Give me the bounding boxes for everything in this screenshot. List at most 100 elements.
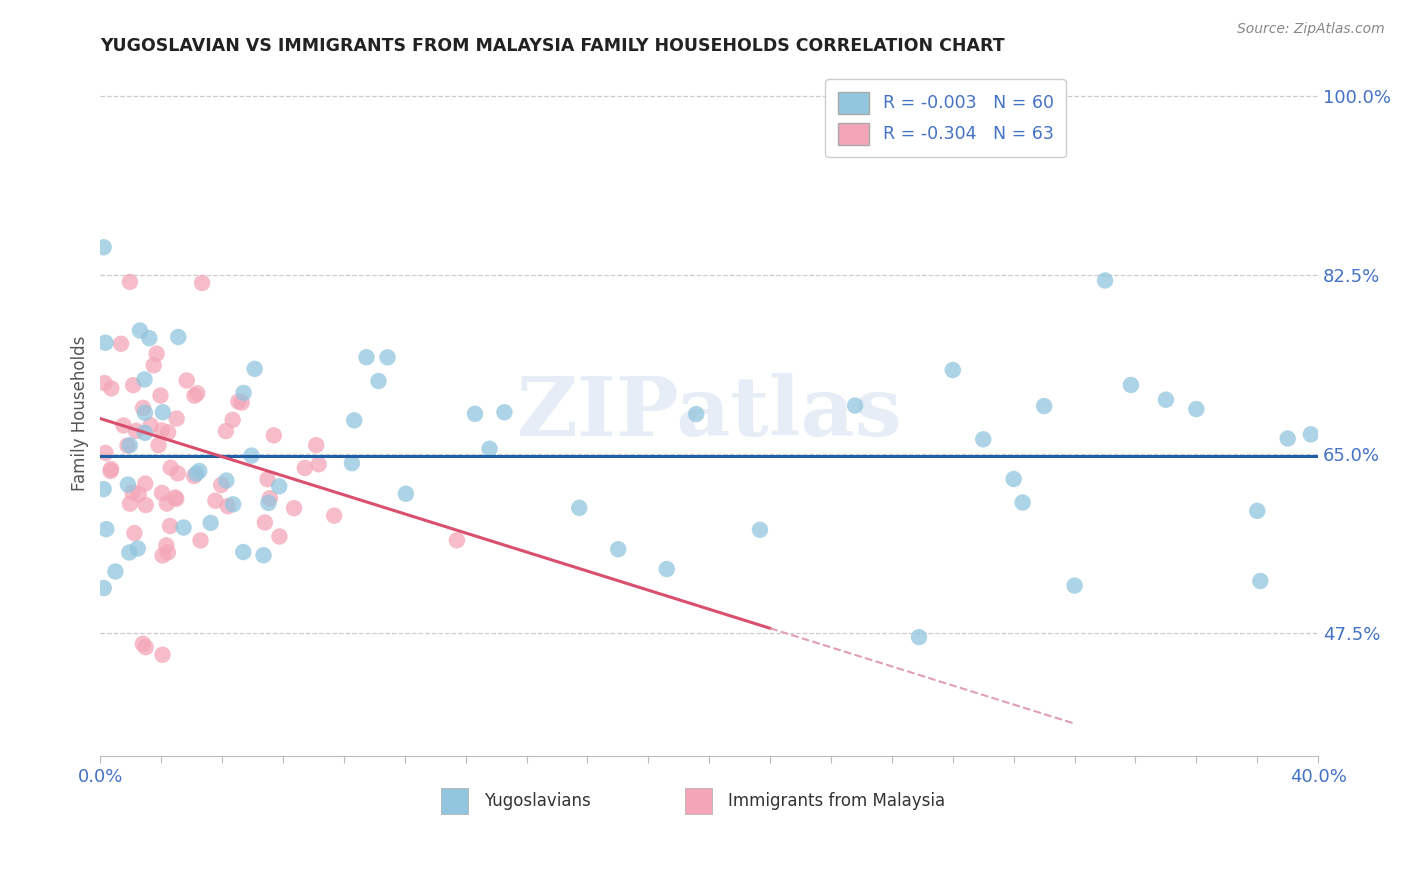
Point: [908, 630, 931, 644]
Legend: R = -0.003   N = 60, R = -0.304   N = 63: R = -0.003 N = 60, R = -0.304 N = 63: [825, 79, 1066, 157]
Text: ZIPatlas: ZIPatlas: [516, 374, 903, 453]
Point: [94, 446, 117, 460]
Point: [749, 523, 772, 537]
FancyBboxPatch shape: [685, 789, 711, 814]
Point: [134, 372, 156, 386]
Point: [93, 376, 115, 390]
Point: [200, 516, 222, 530]
Point: [1033, 399, 1056, 413]
Point: [138, 331, 160, 345]
Point: [117, 438, 139, 452]
Point: [94, 335, 117, 350]
Point: [118, 497, 141, 511]
Point: [1246, 504, 1268, 518]
Point: [395, 487, 418, 501]
Point: [188, 464, 211, 478]
Text: YUGOSLAVIAN VS IMMIGRANTS FROM MALAYSIA FAMILY HOUSEHOLDS CORRELATION CHART: YUGOSLAVIAN VS IMMIGRANTS FROM MALAYSIA …: [100, 37, 1005, 55]
Point: [152, 648, 174, 662]
Point: [152, 405, 174, 419]
Point: [446, 533, 468, 548]
Point: [283, 501, 305, 516]
Point: [356, 350, 378, 364]
Point: [159, 460, 181, 475]
Point: [655, 562, 678, 576]
Point: [323, 508, 346, 523]
Point: [93, 482, 115, 496]
Point: [117, 477, 139, 491]
Point: [166, 467, 188, 481]
Point: [494, 405, 516, 419]
Point: [228, 394, 250, 409]
Point: [340, 456, 363, 470]
Point: [685, 407, 707, 421]
Point: [149, 388, 172, 402]
Point: [173, 520, 195, 534]
Point: [156, 545, 179, 559]
Point: [1002, 472, 1025, 486]
Point: [1154, 392, 1177, 407]
Point: [256, 472, 278, 486]
Point: [166, 411, 188, 425]
Point: [942, 363, 965, 377]
Point: [167, 330, 190, 344]
Point: [145, 346, 167, 360]
Point: [118, 275, 141, 289]
Point: [1249, 574, 1271, 588]
Point: [142, 359, 165, 373]
Point: [139, 418, 162, 433]
Point: [132, 401, 155, 415]
Point: [305, 438, 328, 452]
Point: [100, 462, 122, 476]
Point: [252, 548, 274, 562]
Point: [150, 486, 173, 500]
Point: [1185, 402, 1208, 417]
Point: [127, 541, 149, 556]
Point: [377, 351, 399, 365]
Point: [152, 549, 174, 563]
Point: [165, 491, 187, 505]
Point: [124, 526, 146, 541]
Point: [972, 433, 994, 447]
FancyBboxPatch shape: [441, 789, 468, 814]
Point: [343, 413, 366, 427]
Point: [150, 424, 173, 438]
Y-axis label: Family Households: Family Households: [72, 335, 89, 491]
Point: [159, 519, 181, 533]
Point: [240, 449, 263, 463]
Point: [294, 461, 316, 475]
Point: [367, 374, 389, 388]
Point: [134, 425, 156, 440]
Point: [135, 640, 157, 655]
Text: Immigrants from Malaysia: Immigrants from Malaysia: [727, 792, 945, 810]
Point: [93, 240, 115, 254]
Point: [93, 581, 115, 595]
Point: [232, 385, 254, 400]
Point: [1299, 427, 1322, 442]
Point: [186, 386, 208, 401]
Point: [104, 565, 127, 579]
Point: [844, 399, 866, 413]
Point: [232, 545, 254, 559]
Point: [122, 378, 145, 392]
Point: [190, 533, 212, 548]
Point: [118, 438, 141, 452]
Point: [215, 424, 238, 438]
Point: [100, 381, 122, 395]
Point: [183, 389, 205, 403]
Point: [464, 407, 486, 421]
Point: [125, 424, 148, 438]
Point: [1094, 273, 1116, 287]
Point: [176, 374, 198, 388]
Point: [156, 497, 179, 511]
Point: [121, 485, 143, 500]
Text: Yugoslavians: Yugoslavians: [484, 792, 591, 810]
Point: [112, 418, 135, 433]
Point: [128, 487, 150, 501]
Point: [1011, 495, 1033, 509]
Point: [110, 336, 132, 351]
Point: [263, 428, 285, 442]
Point: [204, 493, 226, 508]
Point: [478, 442, 501, 456]
Point: [100, 464, 122, 478]
Point: [215, 474, 238, 488]
